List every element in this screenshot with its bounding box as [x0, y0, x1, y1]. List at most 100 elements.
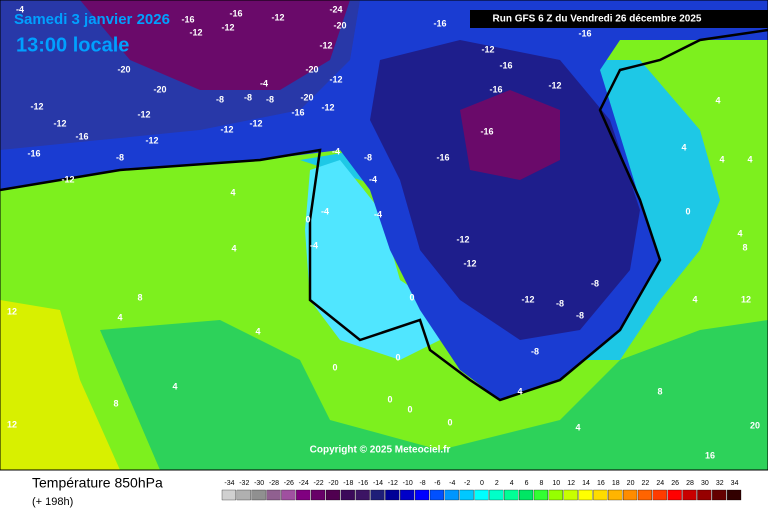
cold-area	[305, 160, 440, 360]
isotherm-label: -12	[249, 118, 262, 128]
scale-label: 30	[701, 480, 709, 487]
isotherm-label: -8	[531, 346, 539, 356]
scale-label: -26	[284, 480, 294, 487]
scale-swatch	[504, 489, 519, 501]
isotherm-label: -16	[499, 60, 512, 70]
isotherm-label: -8	[216, 94, 224, 104]
isotherm-label: -12	[61, 174, 74, 184]
isotherm-label: -12	[463, 258, 476, 268]
scale-swatch	[563, 489, 578, 501]
scale-swatch	[578, 489, 593, 501]
scale-label: -24	[299, 480, 309, 487]
footer-title: Température 850hPa	[32, 475, 163, 491]
scale-label: 6	[525, 480, 529, 487]
isotherm-label: -8	[576, 310, 584, 320]
isotherm-label: 8	[742, 242, 747, 252]
scale-label: 4	[510, 480, 514, 487]
scale-label: -20	[328, 480, 338, 487]
isotherm-label: -16	[489, 84, 502, 94]
scale-label: -22	[314, 480, 324, 487]
scale-label: 20	[627, 480, 635, 487]
isotherm-label: 4	[747, 154, 752, 164]
isotherm-label: -12	[271, 12, 284, 22]
isotherm-label: 12	[7, 306, 17, 316]
scale-swatch	[340, 489, 355, 501]
scale-label: 22	[642, 480, 650, 487]
isotherm-labels: -4 -16 -16 -12 -24 -20 -16 -12 -12 -12 -12 -16 -16 -2…	[7, 4, 760, 460]
isotherm-label: -20	[300, 92, 313, 102]
isotherm-label: -8	[556, 298, 564, 308]
isotherm-label: -8	[116, 152, 124, 162]
scale-label: -10	[403, 480, 413, 487]
scale-label: 24	[656, 480, 664, 487]
isotherm-label: -20	[153, 84, 166, 94]
scale-swatch	[236, 489, 251, 501]
isotherm-label: -20	[333, 20, 346, 30]
scale-swatch	[533, 489, 549, 501]
scale-swatch	[400, 489, 415, 501]
scale-label: -28	[269, 480, 279, 487]
isotherm-label: 4	[117, 312, 122, 322]
isotherm-label: -8	[244, 92, 252, 102]
scale-swatch	[593, 489, 608, 501]
scale-label: -18	[343, 480, 353, 487]
isotherm-label: 4	[575, 422, 580, 432]
isotherm-label: 8	[137, 292, 142, 302]
isotherm-label: -16	[291, 107, 304, 117]
isotherm-label: 0	[305, 214, 310, 224]
isotherm-label: 0	[387, 394, 392, 404]
isotherm-label: 8	[113, 398, 118, 408]
isotherm-label: -16	[433, 18, 446, 28]
scale-swatch	[221, 489, 237, 501]
isotherm-label: -16	[181, 14, 194, 24]
scale-swatch	[310, 489, 326, 501]
scale-label: -16	[358, 480, 368, 487]
isotherm-label: 4	[719, 154, 724, 164]
isotherm-label: -4	[260, 78, 268, 88]
isotherm-label: 0	[685, 206, 690, 216]
scale-swatch	[637, 489, 653, 501]
run-info: Run GFS 6 Z du Vendredi 26 décembre 2025	[493, 14, 702, 25]
isotherm-label: -20	[305, 64, 318, 74]
scale-swatch	[251, 489, 266, 501]
scale-swatch	[414, 489, 430, 501]
scale-label: 34	[731, 480, 739, 487]
scale-swatch	[355, 489, 370, 501]
isotherm-label: -12	[521, 294, 534, 304]
scale-swatch	[385, 489, 400, 501]
run-banner	[470, 10, 768, 28]
isotherm-label: 4	[172, 381, 177, 391]
isotherm-label: -16	[27, 148, 40, 158]
scale-swatch	[325, 489, 341, 501]
isotherm-label: -12	[481, 44, 494, 54]
scale-label: -34	[224, 480, 234, 487]
isotherm-label: 4	[230, 187, 235, 197]
isotherm-label: -12	[321, 102, 334, 112]
isotherm-label: -12	[220, 124, 233, 134]
isotherm-label: -16	[436, 152, 449, 162]
scale-label: -14	[373, 480, 383, 487]
isotherm-label: 12	[741, 294, 751, 304]
isotherm-label: -12	[548, 80, 561, 90]
scale-swatch	[697, 489, 712, 501]
isotherm-label: -12	[53, 118, 66, 128]
scale-label: 16	[597, 480, 605, 487]
scale-swatch	[622, 489, 638, 501]
scale-label: 0	[480, 480, 484, 487]
green-area	[100, 320, 768, 470]
scale-swatch	[726, 489, 742, 501]
scale-swatch	[548, 489, 563, 501]
scale-label: 28	[686, 480, 694, 487]
scale-label: -30	[254, 480, 264, 487]
isotherm-label: 16	[705, 450, 715, 460]
isotherm-label: 4	[517, 386, 522, 396]
isotherm-label: -4	[321, 206, 329, 216]
scale-swatch	[370, 489, 385, 501]
isotherm-label: 0	[409, 292, 414, 302]
isotherm-label: 4	[231, 243, 236, 253]
scale-label: -6	[434, 480, 440, 487]
scale-swatch	[459, 489, 474, 501]
zero-isotherm	[0, 28, 768, 402]
isotherm-label: 4	[692, 294, 697, 304]
